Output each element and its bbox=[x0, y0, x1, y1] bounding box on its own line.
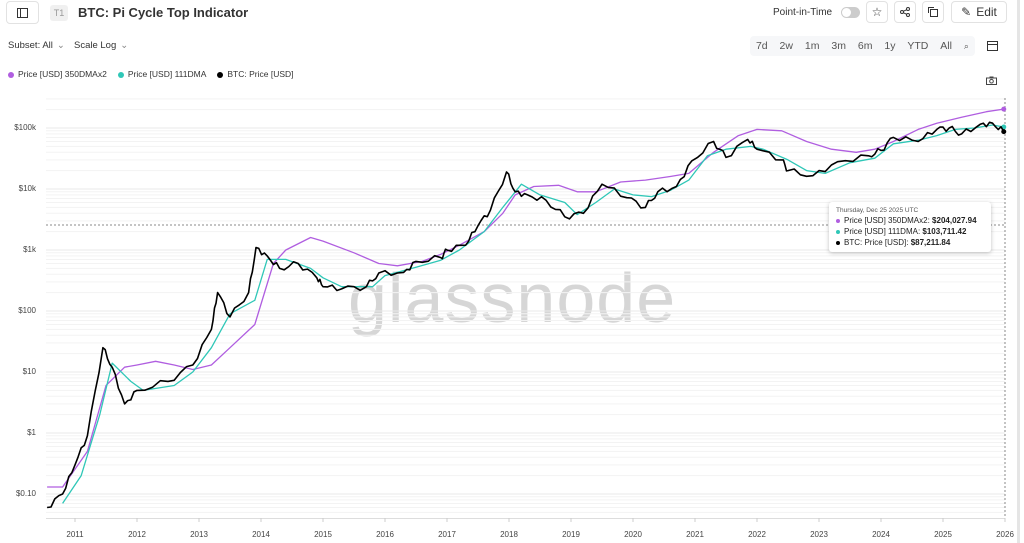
y-tick-label: $10k bbox=[18, 184, 36, 193]
tooltip-date: Thursday, Dec 25 2025 UTC bbox=[836, 207, 919, 214]
series-line-350dmax2 bbox=[47, 108, 1004, 488]
range-7d[interactable]: 7d bbox=[755, 40, 768, 52]
y-tick-label: $1 bbox=[27, 428, 36, 437]
x-tick-label: 2016 bbox=[376, 530, 394, 539]
tooltip-row: Price [USD] 350DMAx2: $204,027.94 bbox=[836, 215, 984, 226]
scrollbar[interactable] bbox=[1017, 0, 1020, 543]
x-tick-label: 2021 bbox=[686, 530, 704, 539]
star-icon: ☆ bbox=[871, 5, 883, 19]
share-button[interactable] bbox=[894, 1, 916, 23]
x-tick-label: 2022 bbox=[748, 530, 766, 539]
calendar-icon bbox=[986, 41, 998, 51]
zoom-select-icon[interactable]: ⌕ bbox=[963, 40, 969, 51]
screenshot-button[interactable] bbox=[986, 72, 997, 90]
series-line-btc-price bbox=[46, 121, 1005, 509]
y-tick-label: $10 bbox=[22, 367, 36, 376]
x-tick-label: 2013 bbox=[190, 530, 208, 539]
y-tick-label: $1k bbox=[23, 245, 36, 254]
hover-point bbox=[1001, 129, 1007, 135]
x-tick-label: 2023 bbox=[810, 530, 828, 539]
range-3m[interactable]: 3m bbox=[831, 40, 846, 52]
tooltip-row: BTC: Price [USD]: $87,211.84 bbox=[836, 237, 984, 248]
legend-dot bbox=[117, 71, 124, 78]
subset-dropdown[interactable]: Subset: All ⌄ bbox=[8, 40, 65, 51]
legend-label: BTC: Price [USD] bbox=[227, 69, 294, 79]
camera-icon bbox=[986, 76, 997, 85]
copy-icon bbox=[928, 7, 938, 17]
chevron-down-icon: ⌄ bbox=[120, 40, 129, 51]
series-line-111dma bbox=[62, 124, 1004, 504]
scale-label: Scale Log bbox=[74, 40, 117, 51]
sidebar-icon bbox=[17, 7, 28, 18]
x-tick-label: 2020 bbox=[624, 530, 642, 539]
x-tick-label: 2019 bbox=[562, 530, 580, 539]
time-range-selector: 7d 2w 1m 3m 6m 1y YTD All ⌕ bbox=[750, 36, 975, 56]
scale-dropdown[interactable]: Scale Log ⌄ bbox=[74, 40, 128, 51]
x-tick-label: 2011 bbox=[66, 530, 84, 539]
range-1m[interactable]: 1m bbox=[804, 40, 820, 52]
edit-button[interactable]: ✎ Edit bbox=[951, 1, 1007, 23]
point-in-time-label: Point-in-Time bbox=[773, 7, 833, 18]
legend-item-111dma[interactable]: Price [USD] 111DMA bbox=[117, 69, 207, 79]
x-tick-label: 2014 bbox=[252, 530, 270, 539]
chevron-down-icon: ⌄ bbox=[56, 40, 65, 51]
legend-label: Price [USD] 111DMA bbox=[127, 69, 207, 79]
tooltip-row: Price [USD] 111DMA: $103,711.42 bbox=[836, 226, 984, 237]
sidebar-toggle-button[interactable] bbox=[6, 1, 39, 24]
y-tick-label: $100k bbox=[14, 123, 36, 132]
calendar-button[interactable] bbox=[980, 35, 1004, 57]
point-in-time-toggle[interactable] bbox=[841, 7, 860, 18]
edit-label: Edit bbox=[976, 5, 997, 19]
share-icon bbox=[900, 7, 910, 17]
legend-dot bbox=[8, 71, 14, 78]
legend-item-350dmax2[interactable]: Price [USD] 350DMAx2 bbox=[8, 69, 107, 79]
pencil-icon: ✎ bbox=[961, 5, 972, 19]
range-all[interactable]: All bbox=[940, 40, 952, 52]
x-tick-label: 2015 bbox=[314, 530, 332, 539]
legend-item-btc-price[interactable]: BTC: Price [USD] bbox=[217, 69, 294, 79]
duplicate-button[interactable] bbox=[922, 1, 944, 23]
subset-label: Subset: All bbox=[8, 40, 53, 51]
legend: Price [USD] 350DMAx2 Price [USD] 111DMA … bbox=[8, 69, 294, 79]
y-tick-label: $100 bbox=[18, 306, 36, 315]
legend-dot bbox=[217, 71, 224, 78]
y-tick-label: $0.10 bbox=[15, 489, 36, 498]
x-tick-label: 2026 bbox=[996, 530, 1014, 539]
range-1y[interactable]: 1y bbox=[884, 40, 896, 52]
tier-badge: T1 bbox=[50, 5, 68, 21]
x-tick-label: 2012 bbox=[128, 530, 146, 539]
x-tick-label: 2017 bbox=[438, 530, 456, 539]
legend-label: Price [USD] 350DMAx2 bbox=[18, 69, 107, 79]
x-tick-label: 2025 bbox=[934, 530, 952, 539]
range-2w[interactable]: 2w bbox=[779, 40, 793, 52]
hover-point bbox=[1001, 106, 1007, 112]
x-tick-label: 2024 bbox=[872, 530, 890, 539]
range-ytd[interactable]: YTD bbox=[907, 40, 929, 52]
favorite-button[interactable]: ☆ bbox=[866, 1, 888, 23]
range-6m[interactable]: 6m bbox=[857, 40, 873, 52]
page-title: BTC: Pi Cycle Top Indicator bbox=[78, 5, 249, 20]
tooltip: Thursday, Dec 25 2025 UTC Price [USD] 35… bbox=[829, 202, 991, 252]
x-tick-label: 2018 bbox=[500, 530, 518, 539]
